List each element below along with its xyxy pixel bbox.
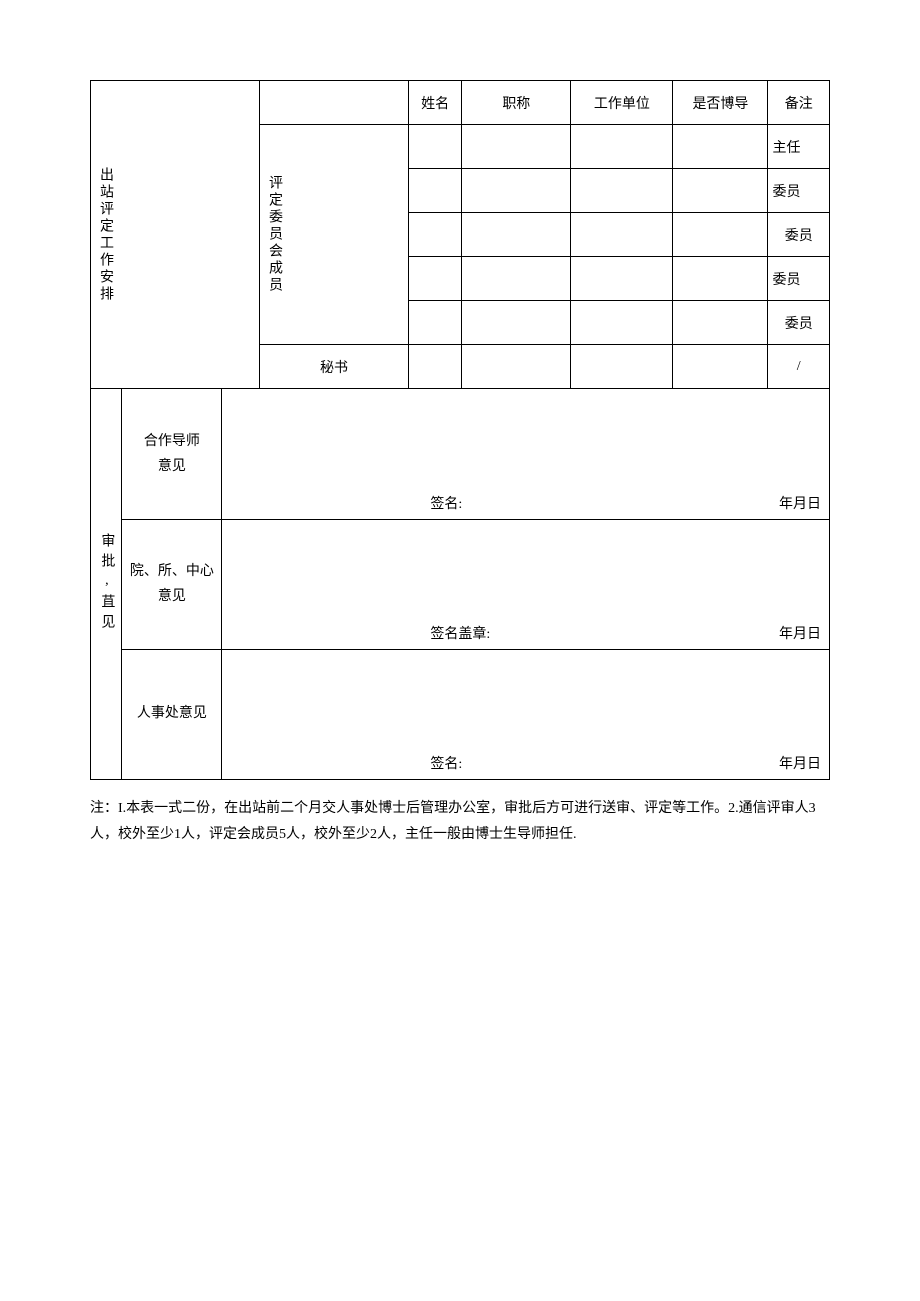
- approval-table: 审批,苴见 合作导师 意见 签名: 年月日 院、所、中心 意见 签名盖章: 年月…: [90, 389, 830, 780]
- cell-unit: [571, 169, 673, 213]
- cell-remark: 委员: [768, 301, 830, 345]
- signature-line: 签名: 年月日: [222, 493, 829, 513]
- cell-remark: 委员: [768, 169, 830, 213]
- secretary-label-cell: 秘书: [260, 345, 409, 389]
- cell-remark: 委员: [768, 257, 830, 301]
- cell-title: [462, 257, 571, 301]
- cell-remark: 委员: [768, 213, 830, 257]
- signature-prefix: 签名:: [430, 493, 462, 513]
- cell-unit: [571, 345, 673, 389]
- coop-supervisor-block: 签名: 年月日: [222, 389, 830, 519]
- dept-label: 院、所、中心 意见: [122, 519, 222, 649]
- cell-title: [462, 169, 571, 213]
- footnote-text: 注：I.本表一式二份，在出站前二个月交人事处博士后管理办公室，审批后方可进行送审…: [90, 796, 830, 849]
- cell-unit: [571, 125, 673, 169]
- dept-block: 签名盖章: 年月日: [222, 519, 830, 649]
- header-supervisor: 是否博导: [673, 81, 768, 125]
- signature-date: 年月日: [779, 753, 821, 773]
- cell-supervisor: [673, 125, 768, 169]
- cell-title: [462, 345, 571, 389]
- signature-date: 年月日: [779, 493, 821, 513]
- approval-row: 院、所、中心 意见 签名盖章: 年月日: [91, 519, 830, 649]
- approval-row: 人事处意见 签名: 年月日: [91, 649, 830, 779]
- hr-block: 签名: 年月日: [222, 649, 830, 779]
- cell-name: [409, 257, 462, 301]
- cell-title: [462, 125, 571, 169]
- cell-supervisor: [673, 213, 768, 257]
- cell-unit: [571, 301, 673, 345]
- document-wrapper: 出站评定工作安排 姓名 职称 工作单位 是否博导 备注 评定委员会成员 主任 委…: [90, 80, 830, 849]
- cell-name: [409, 169, 462, 213]
- cell-title: [462, 213, 571, 257]
- table-header-row: 出站评定工作安排 姓名 职称 工作单位 是否博导 备注: [91, 81, 830, 125]
- cell-supervisor: [673, 257, 768, 301]
- cell-unit: [571, 213, 673, 257]
- arrangement-label-text: 出站评定工作安排: [91, 157, 119, 313]
- cell-supervisor: [673, 345, 768, 389]
- header-title: 职称: [462, 81, 571, 125]
- side-label-approval: 审批,苴见: [91, 389, 122, 779]
- signature-line: 签名: 年月日: [222, 753, 829, 773]
- committee-label-cell: 评定委员会成员: [260, 125, 409, 345]
- coop-supervisor-label: 合作导师 意见: [122, 389, 222, 519]
- signature-line: 签名盖章: 年月日: [222, 623, 829, 643]
- signature-date: 年月日: [779, 623, 821, 643]
- cell-supervisor: [673, 301, 768, 345]
- signature-prefix: 签名盖章:: [430, 623, 490, 643]
- header-remark: 备注: [768, 81, 830, 125]
- cell-title: [462, 301, 571, 345]
- cell-name: [409, 213, 462, 257]
- cell-name: [409, 345, 462, 389]
- empty-corner: [260, 81, 409, 125]
- cell-remark: /: [768, 345, 830, 389]
- approval-label-text: 审批,苴见: [91, 523, 121, 644]
- arrangement-table: 出站评定工作安排 姓名 职称 工作单位 是否博导 备注 评定委员会成员 主任 委…: [90, 80, 830, 389]
- header-name: 姓名: [409, 81, 462, 125]
- cell-supervisor: [673, 169, 768, 213]
- cell-remark: 主任: [768, 125, 830, 169]
- cell-name: [409, 125, 462, 169]
- approval-row: 审批,苴见 合作导师 意见 签名: 年月日: [91, 389, 830, 519]
- side-label-arrangement: 出站评定工作安排: [91, 81, 260, 389]
- cell-name: [409, 301, 462, 345]
- signature-prefix: 签名:: [430, 753, 462, 773]
- committee-label-text: 评定委员会成员: [260, 165, 288, 304]
- hr-label: 人事处意见: [122, 649, 222, 779]
- cell-unit: [571, 257, 673, 301]
- header-unit: 工作单位: [571, 81, 673, 125]
